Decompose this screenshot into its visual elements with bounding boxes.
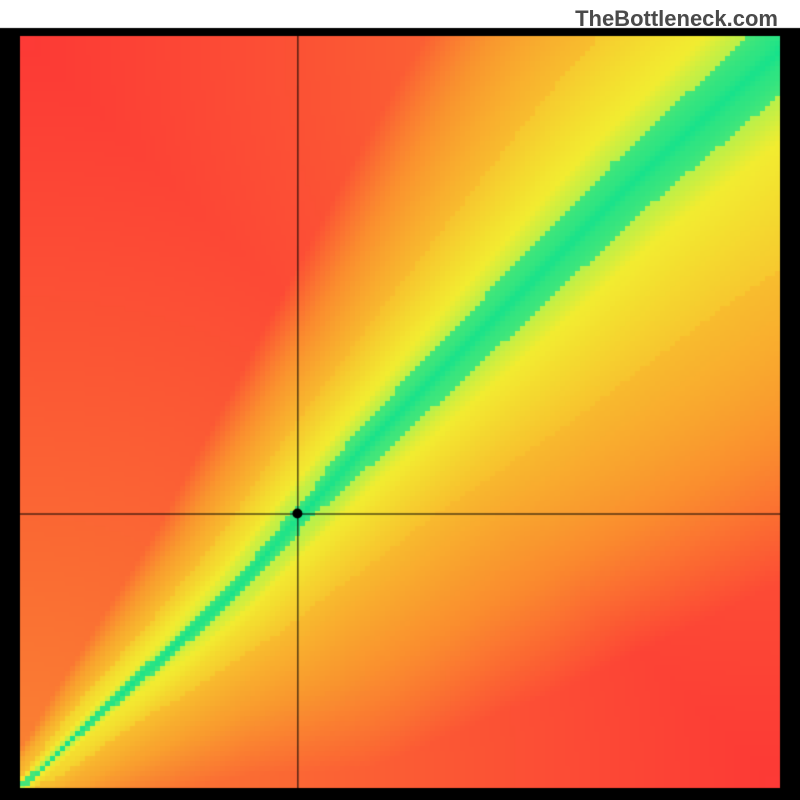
bottleneck-heatmap [0,0,800,800]
chart-container: TheBottleneck.com [0,0,800,800]
watermark-text: TheBottleneck.com [575,6,778,32]
